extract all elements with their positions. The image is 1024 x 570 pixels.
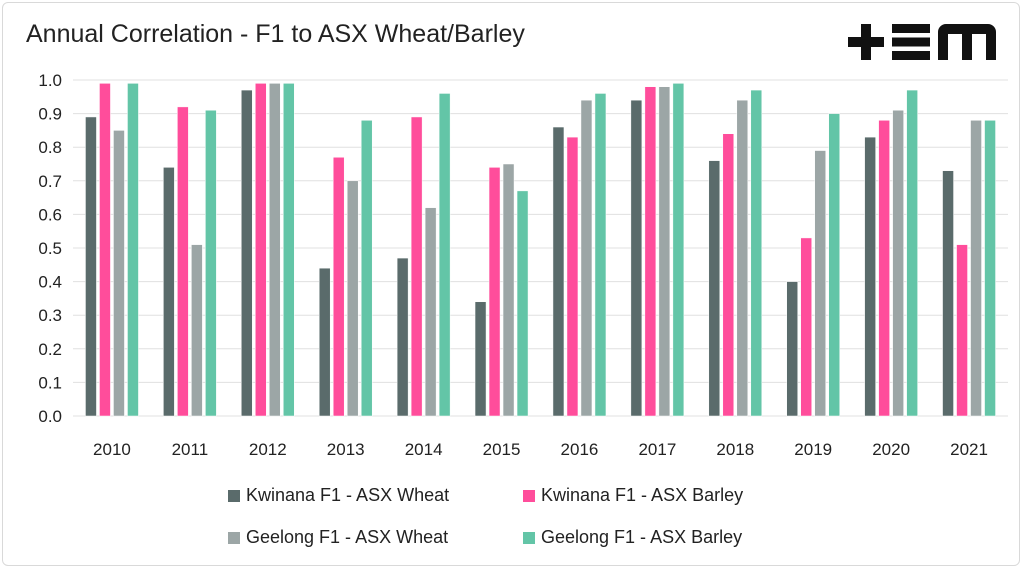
y-tick-label: 0.5 — [38, 239, 62, 258]
legend-label: Geelong F1 - ASX Barley — [541, 527, 743, 547]
x-tick-label: 2015 — [483, 440, 521, 459]
bar-2021-series-1 — [956, 244, 968, 417]
bar-2014-series-0 — [396, 257, 409, 417]
bar-2013-series-3 — [360, 120, 373, 417]
bar-2014-series-3 — [438, 93, 451, 417]
legend-swatch — [228, 489, 240, 502]
y-tick-label: 0.6 — [38, 205, 62, 224]
bar-2016-series-3 — [594, 93, 607, 417]
bar-2018-series-1 — [722, 133, 735, 417]
bar-2021-series-3 — [984, 120, 996, 417]
bar-2011-series-3 — [205, 109, 217, 417]
x-tick-label: 2014 — [405, 440, 443, 459]
bar-2013-series-0 — [318, 267, 331, 417]
legend-item: Geelong F1 - ASX Wheat — [228, 527, 448, 548]
x-tick-label: 2020 — [872, 440, 910, 459]
legend-label: Geelong F1 - ASX Wheat — [246, 527, 449, 547]
bar-2014-series-1 — [410, 116, 423, 417]
bar-2014-series-2 — [424, 207, 437, 417]
x-tick-label: 2021 — [950, 440, 988, 459]
legend-item: Kwinana F1 - ASX Barley — [523, 485, 743, 506]
legend-item: Geelong F1 - ASX Barley — [523, 527, 742, 548]
bar-2018-series-3 — [750, 89, 763, 417]
bar-2012-series-1 — [255, 83, 267, 417]
bar-2012-series-3 — [283, 83, 295, 417]
bar-2021-series-2 — [970, 120, 982, 417]
bar-2012-series-0 — [241, 89, 253, 417]
bar-2011-series-1 — [177, 106, 189, 417]
x-tick-label: 2018 — [716, 440, 754, 459]
bar-2012-series-2 — [269, 83, 281, 417]
legend-label: Kwinana F1 - ASX Barley — [541, 485, 744, 505]
bar-2018-series-0 — [708, 160, 721, 417]
legend-swatch — [523, 489, 535, 502]
bar-2018-series-2 — [736, 99, 749, 417]
bar-2019-series-3 — [828, 113, 840, 417]
bar-2020-series-3 — [906, 89, 918, 417]
y-tick-label: 0.7 — [38, 172, 62, 191]
bar-2020-series-0 — [864, 136, 876, 417]
y-tick-label: 1.0 — [38, 71, 62, 90]
bar-2011-series-0 — [163, 167, 175, 417]
bar-2010-series-1 — [99, 83, 111, 417]
bar-2010-series-3 — [127, 83, 139, 417]
bar-2011-series-2 — [191, 244, 203, 417]
bar-2010-series-2 — [113, 130, 125, 417]
legend-item: Kwinana F1 - ASX Wheat — [228, 485, 449, 506]
bar-2017-series-3 — [672, 83, 685, 417]
bar-2019-series-0 — [786, 281, 798, 417]
bar-2015-series-1 — [488, 167, 501, 417]
bar-2016-series-0 — [552, 126, 565, 417]
y-tick-label: 0.1 — [38, 373, 62, 392]
bar-2013-series-1 — [332, 157, 345, 417]
bar-2016-series-1 — [566, 136, 579, 417]
bar-2017-series-0 — [630, 99, 643, 417]
bar-2013-series-2 — [346, 180, 359, 417]
bar-2015-series-0 — [474, 301, 487, 417]
bar-2015-series-3 — [516, 190, 529, 417]
y-tick-label: 0.0 — [38, 407, 62, 426]
y-tick-label: 0.9 — [38, 105, 62, 124]
x-tick-label: 2016 — [561, 440, 599, 459]
legend-swatch — [228, 531, 240, 544]
y-tick-label: 0.3 — [38, 306, 62, 325]
x-tick-label: 2011 — [172, 440, 209, 459]
y-tick-label: 0.4 — [38, 273, 62, 292]
x-tick-label: 2019 — [794, 440, 832, 459]
bar-2016-series-2 — [580, 99, 593, 417]
chart-title: Annual Correlation - F1 to ASX Wheat/Bar… — [26, 20, 525, 48]
bar-2015-series-2 — [502, 163, 515, 417]
brand-logo — [848, 24, 998, 65]
bar-2020-series-2 — [892, 109, 904, 417]
legend-swatch — [523, 531, 535, 544]
bar-2010-series-0 — [85, 116, 97, 417]
bar-2019-series-2 — [814, 150, 826, 417]
x-tick-label: 2017 — [638, 440, 676, 459]
x-tick-label: 2013 — [327, 440, 365, 459]
legend-label: Kwinana F1 - ASX Wheat — [246, 485, 450, 505]
bar-2017-series-1 — [644, 86, 657, 417]
y-tick-label: 0.2 — [38, 340, 62, 359]
y-tick-label: 0.8 — [38, 138, 62, 157]
bar-2020-series-1 — [878, 120, 890, 417]
bar-2019-series-1 — [800, 237, 812, 417]
bar-2021-series-0 — [942, 170, 954, 417]
x-tick-label: 2010 — [93, 440, 131, 459]
x-tick-label: 2012 — [249, 440, 287, 459]
bar-2017-series-2 — [658, 86, 671, 417]
